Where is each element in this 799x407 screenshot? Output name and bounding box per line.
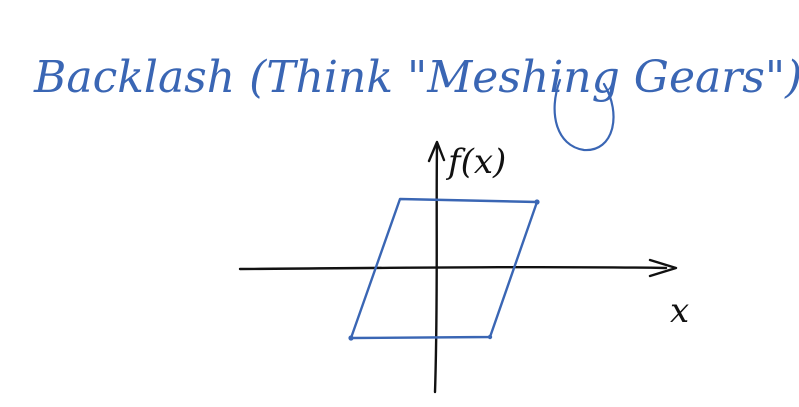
x-axis-arrowhead xyxy=(648,258,678,278)
corner-point-bottom-right xyxy=(487,334,493,340)
title-doodle-loop xyxy=(553,78,615,152)
diagram-title: Backlash (Think "Meshing Gears") xyxy=(33,52,799,103)
y-axis-arrowhead xyxy=(427,140,446,163)
corner-point-top-right xyxy=(534,199,540,205)
y-axis-line xyxy=(433,142,439,394)
x-axis-line xyxy=(238,265,668,271)
y-axis-label: f(x) xyxy=(445,142,506,182)
corner-point-bottom-left xyxy=(348,335,354,341)
x-axis-label: x xyxy=(670,291,689,331)
